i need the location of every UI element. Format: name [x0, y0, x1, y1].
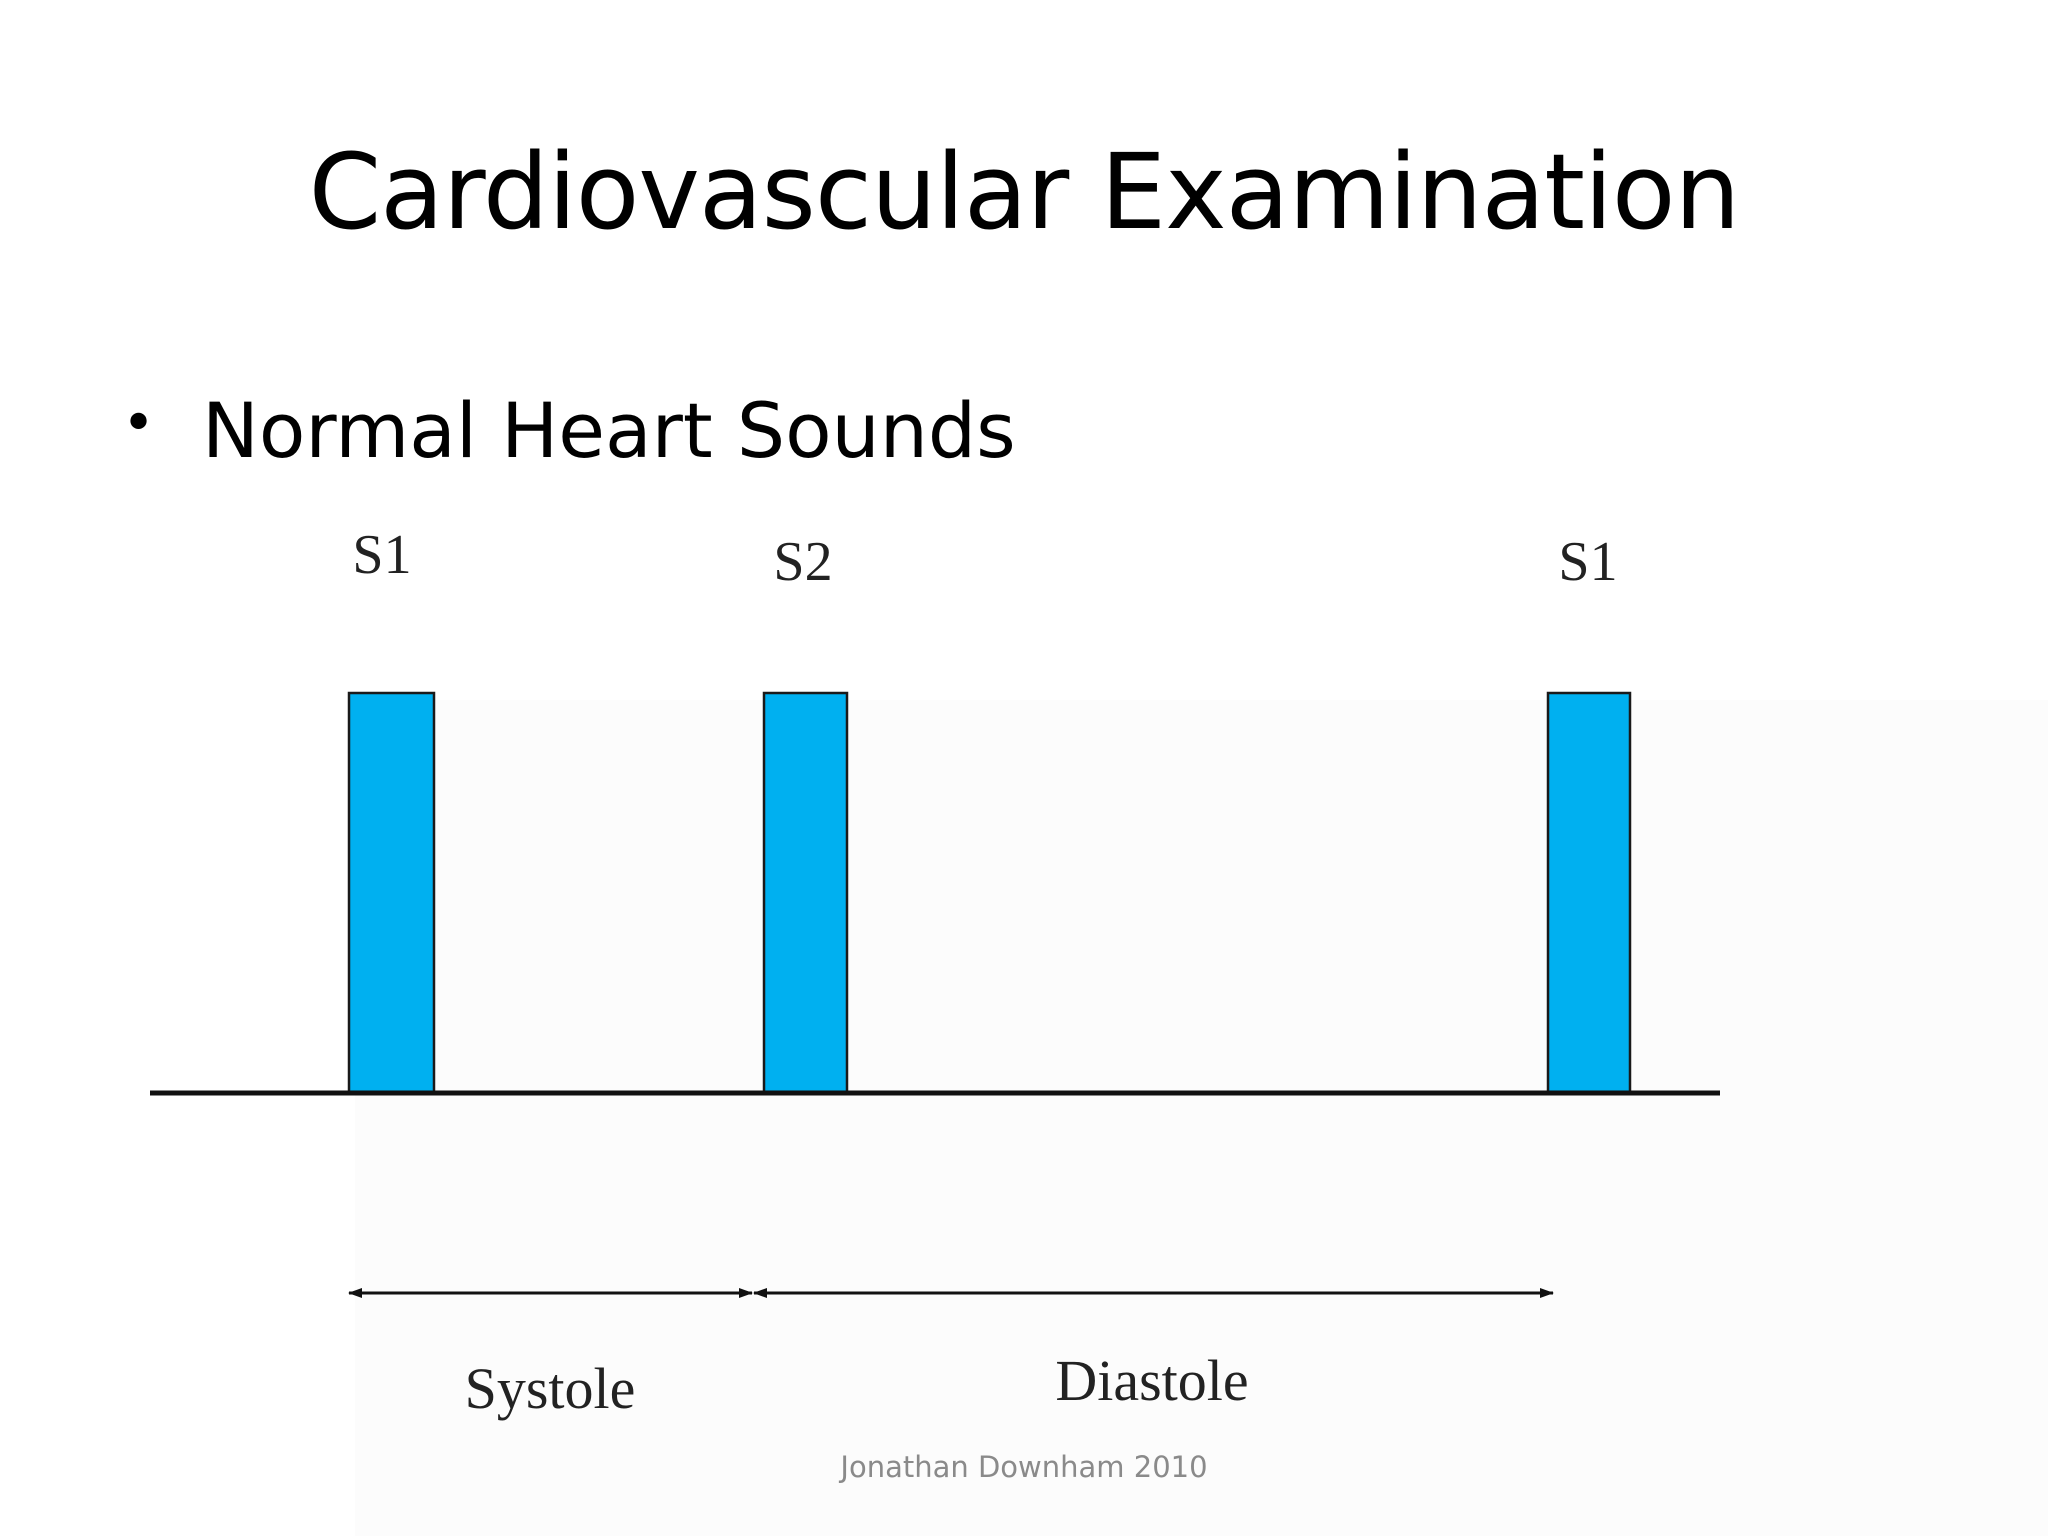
- phase-label-diastole: Diastole: [1055, 1348, 1248, 1413]
- diagram-background: [355, 700, 2048, 1536]
- bullet-text: Normal Heart Sounds: [202, 385, 1016, 475]
- sound-bar-s1: [347, 691, 436, 1095]
- bullet-item: • Normal Heart Sounds: [122, 380, 1016, 480]
- slide-title: Cardiovascular Examination: [308, 131, 1741, 253]
- phase-label-systole: Systole: [465, 1356, 636, 1421]
- sound-label-s1: S1: [352, 524, 411, 586]
- sound-bar-s2: [762, 691, 849, 1095]
- sound-bar-s1-next: [1546, 691, 1632, 1095]
- sound-label-s1-next: S1: [1558, 531, 1617, 593]
- bullet-icon: •: [122, 391, 156, 456]
- slide-footer: Jonathan Downham 2010: [840, 1450, 1208, 1484]
- sound-label-s2: S2: [773, 531, 832, 593]
